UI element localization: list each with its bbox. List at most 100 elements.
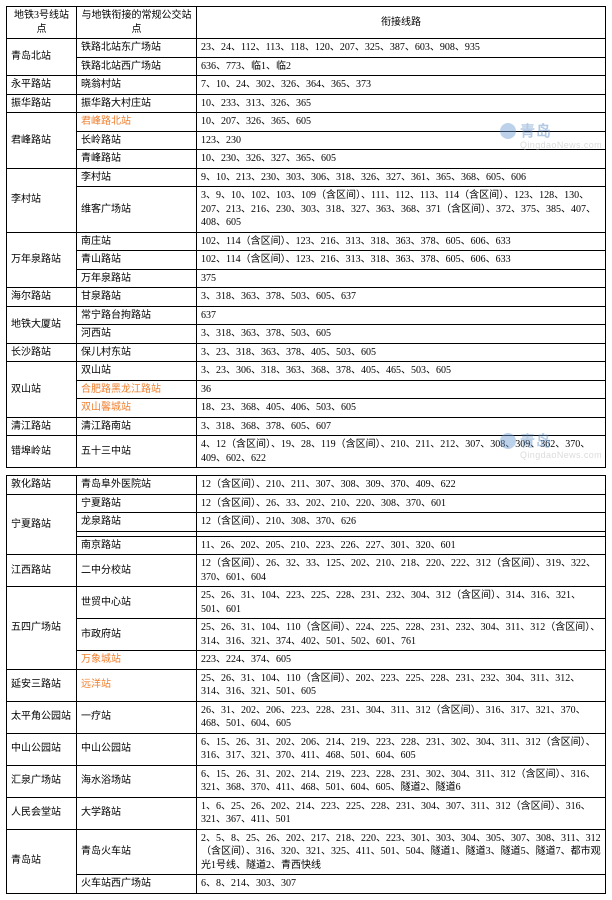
data-row: 错埠岭站五十三中站4、12（含区间）、19、28、119（含区间）、210、21… [7, 436, 606, 468]
cell-stop: 青峰路站 [77, 150, 197, 169]
cell-routes: 25、26、31、104、223、225、228、231、232、304、312… [197, 587, 606, 619]
cell-stop: 晓翁村站 [77, 76, 197, 95]
cell-station: 永平路站 [7, 76, 77, 95]
data-row: 永平路站晓翁村站7、10、24、302、326、364、365、373 [7, 76, 606, 95]
data-row: 万年泉路站南庄站102、114（含区间）、123、216、313、318、363… [7, 232, 606, 251]
cell-routes: 636、773、临1、临2 [197, 57, 606, 76]
cell-stop: 君峰路北站 [77, 113, 197, 132]
cell-routes: 6、15、26、31、202、206、214、219、223、228、231、3… [197, 733, 606, 765]
cell-stop: 宁夏路站 [77, 494, 197, 513]
cell-stop: 一疗站 [77, 701, 197, 733]
data-row: 青峰路站10、230、326、327、365、605 [7, 150, 606, 169]
data-row: 龙泉路站12（含区间）、210、308、370、626 [7, 513, 606, 532]
cell-stop: 振华路大村庄站 [77, 94, 197, 113]
cell-stop: 世贸中心站 [77, 587, 197, 619]
cell-stop: 万象城站 [77, 651, 197, 670]
transfer-table: 地铁3号线站点 与地铁衔接的常规公交站点 衔接线路 青岛北站铁路北站东广场站23… [6, 6, 606, 894]
header-row: 地铁3号线站点 与地铁衔接的常规公交站点 衔接线路 [7, 7, 606, 39]
cell-routes: 3、9、10、102、103、109（含区间）、111、112、113、114（… [197, 187, 606, 233]
cell-stop: 维客广场站 [77, 187, 197, 233]
cell-station: 长沙路站 [7, 343, 77, 362]
data-row: 青山路站102、114（含区间）、123、216、313、318、363、378… [7, 251, 606, 270]
data-row: 长沙路站保儿村东站3、23、318、363、378、405、503、605 [7, 343, 606, 362]
data-row: 万象城站223、224、374、605 [7, 651, 606, 670]
cell-routes: 25、26、31、104、110（含区间）、202、223、225、228、23… [197, 669, 606, 701]
cell-stop: 青山路站 [77, 251, 197, 270]
cell-station: 错埠岭站 [7, 436, 77, 468]
cell-routes: 3、318、363、378、503、605、637 [197, 288, 606, 307]
data-row: 双山站双山站3、23、306、318、363、368、378、405、465、5… [7, 362, 606, 381]
cell-stop: 南庄站 [77, 232, 197, 251]
cell-stop: 青岛火车站 [77, 829, 197, 875]
cell-routes: 10、207、326、365、605 [197, 113, 606, 132]
cell-station: 中山公园站 [7, 733, 77, 765]
cell-routes: 637 [197, 306, 606, 325]
cell-stop: 清江路南站 [77, 417, 197, 436]
cell-stop: 保儿村东站 [77, 343, 197, 362]
cell-station: 清江路站 [7, 417, 77, 436]
cell-stop: 远洋站 [77, 669, 197, 701]
cell-routes: 6、8、214、303、307 [197, 875, 606, 894]
header-station: 地铁3号线站点 [7, 7, 77, 39]
cell-routes: 25、26、31、104、110（含区间）、224、225、228、231、23… [197, 619, 606, 651]
data-row: 人民会堂站大学路站1、6、25、26、202、214、223、225、228、2… [7, 797, 606, 829]
cell-stop: 双山馨城站 [77, 399, 197, 418]
cell-station: 振华路站 [7, 94, 77, 113]
cell-station: 万年泉路站 [7, 232, 77, 288]
cell-stop: 二中分校站 [77, 555, 197, 587]
cell-station: 海尔路站 [7, 288, 77, 307]
cell-routes: 26、31、202、206、223、228、231、304、311、312（含区… [197, 701, 606, 733]
cell-station: 李村站 [7, 168, 77, 232]
cell-station: 太平角公园站 [7, 701, 77, 733]
cell-stop: 火车站西广场站 [77, 875, 197, 894]
cell-routes: 3、23、306、318、363、368、378、405、465、503、605 [197, 362, 606, 381]
cell-stop: 海水浴场站 [77, 765, 197, 797]
data-row: 青岛站青岛火车站2、5、8、25、26、202、217、218、220、223、… [7, 829, 606, 875]
cell-station: 双山站 [7, 362, 77, 418]
data-row: 维客广场站3、9、10、102、103、109（含区间）、111、112、113… [7, 187, 606, 233]
cell-routes: 10、230、326、327、365、605 [197, 150, 606, 169]
data-row: 万年泉路站375 [7, 269, 606, 288]
data-row: 五四广场站世贸中心站25、26、31、104、223、225、228、231、2… [7, 587, 606, 619]
cell-routes: 9、10、213、230、303、306、318、326、327、361、365… [197, 168, 606, 187]
cell-station: 君峰路站 [7, 113, 77, 169]
data-row: 振华路站振华路大村庄站10、233、313、326、365 [7, 94, 606, 113]
cell-station: 江西路站 [7, 555, 77, 587]
cell-routes: 36 [197, 380, 606, 399]
cell-routes: 2、5、8、25、26、202、217、218、220、223、301、303、… [197, 829, 606, 875]
cell-stop: 龙泉路站 [77, 513, 197, 532]
data-row: 铁路北站西广场站636、773、临1、临2 [7, 57, 606, 76]
cell-routes: 3、318、368、378、605、607 [197, 417, 606, 436]
cell-stop: 铁路北站西广场站 [77, 57, 197, 76]
cell-stop: 常宁路台拘路站 [77, 306, 197, 325]
cell-stop: 河西站 [77, 325, 197, 344]
cell-station: 敦化路站 [7, 476, 77, 495]
cell-routes: 12（含区间）、26、32、33、125、202、210、218、220、222… [197, 555, 606, 587]
cell-routes: 11、26、202、205、210、223、226、227、301、320、60… [197, 536, 606, 555]
data-row: 中山公园站中山公园站6、15、26、31、202、206、214、219、223… [7, 733, 606, 765]
cell-routes: 12（含区间）、26、33、202、210、220、308、370、601 [197, 494, 606, 513]
data-row: 江西路站二中分校站12（含区间）、26、32、33、125、202、210、21… [7, 555, 606, 587]
data-row: 宁夏路站宁夏路站12（含区间）、26、33、202、210、220、308、37… [7, 494, 606, 513]
data-row: 火车站西广场站6、8、214、303、307 [7, 875, 606, 894]
data-row: 双山馨城站18、23、368、405、406、503、605 [7, 399, 606, 418]
cell-stop: 万年泉路站 [77, 269, 197, 288]
cell-routes: 375 [197, 269, 606, 288]
cell-routes: 123、230 [197, 131, 606, 150]
cell-station: 青岛站 [7, 829, 77, 893]
header-routes: 衔接线路 [197, 7, 606, 39]
data-row: 清江路站清江路南站3、318、368、378、605、607 [7, 417, 606, 436]
cell-routes: 4、12（含区间）、19、28、119（含区间）、210、211、212、307… [197, 436, 606, 468]
data-row: 合肥路黑龙江路站36 [7, 380, 606, 399]
data-row: 李村站李村站9、10、213、230、303、306、318、326、327、3… [7, 168, 606, 187]
cell-station: 延安三路站 [7, 669, 77, 701]
cell-routes: 3、23、318、363、378、405、503、605 [197, 343, 606, 362]
cell-routes: 12（含区间）、210、308、370、626 [197, 513, 606, 532]
data-row: 青岛北站铁路北站东广场站23、24、112、113、118、120、207、32… [7, 39, 606, 58]
cell-stop: 五十三中站 [77, 436, 197, 468]
data-row: 南京路站11、26、202、205、210、223、226、227、301、32… [7, 536, 606, 555]
data-row: 海尔路站甘泉路站3、318、363、378、503、605、637 [7, 288, 606, 307]
cell-routes: 12（含区间）、210、211、307、308、309、370、409、622 [197, 476, 606, 495]
cell-routes: 223、224、374、605 [197, 651, 606, 670]
cell-stop: 南京路站 [77, 536, 197, 555]
